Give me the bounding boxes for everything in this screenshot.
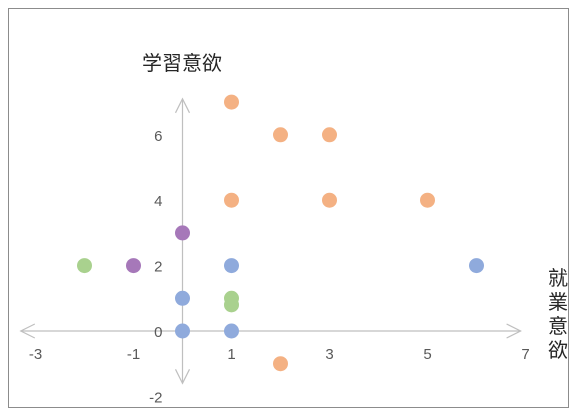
y-axis-arrow-bottom (174, 369, 191, 385)
x-tick-label: -1 (127, 346, 140, 363)
data-point (322, 192, 337, 208)
data-point (175, 323, 190, 339)
data-point (175, 225, 190, 241)
x-axis-arrow-left (19, 323, 36, 339)
chart-frame (8, 8, 569, 408)
y-axis-label: 学習意欲 (142, 51, 222, 75)
data-point (224, 192, 239, 208)
x-axis-label: 就業意欲 (548, 266, 568, 362)
y-tick-label: 6 (154, 128, 162, 145)
data-point (224, 297, 239, 313)
y-axis-arrow (174, 97, 191, 114)
data-points (77, 94, 484, 372)
x-axis-arrow (506, 323, 522, 339)
y-tick-label: 2 (154, 259, 162, 276)
data-point (273, 127, 288, 143)
x-tick-label: 5 (423, 346, 431, 363)
y-tick-label: 0 (154, 324, 162, 341)
x-tick-label: 1 (227, 346, 235, 363)
data-point (175, 290, 190, 306)
x-tick-labels: -3 -1 1 3 5 7 (29, 346, 530, 363)
data-point (126, 258, 141, 274)
x-tick-label: 3 (325, 346, 333, 363)
y-tick-labels: -2 0 2 4 6 (149, 128, 162, 407)
data-point (469, 258, 484, 274)
data-point (224, 323, 239, 339)
y-tick-label: 4 (154, 193, 162, 210)
data-point (420, 192, 435, 208)
data-point (224, 94, 239, 110)
x-tick-label: -3 (29, 346, 42, 363)
x-tick-label: 7 (521, 346, 529, 363)
data-point (322, 127, 337, 143)
data-point (77, 258, 92, 274)
data-point (273, 356, 288, 372)
y-tick-label: -2 (149, 389, 162, 406)
data-point (224, 258, 239, 274)
axes (19, 97, 522, 385)
